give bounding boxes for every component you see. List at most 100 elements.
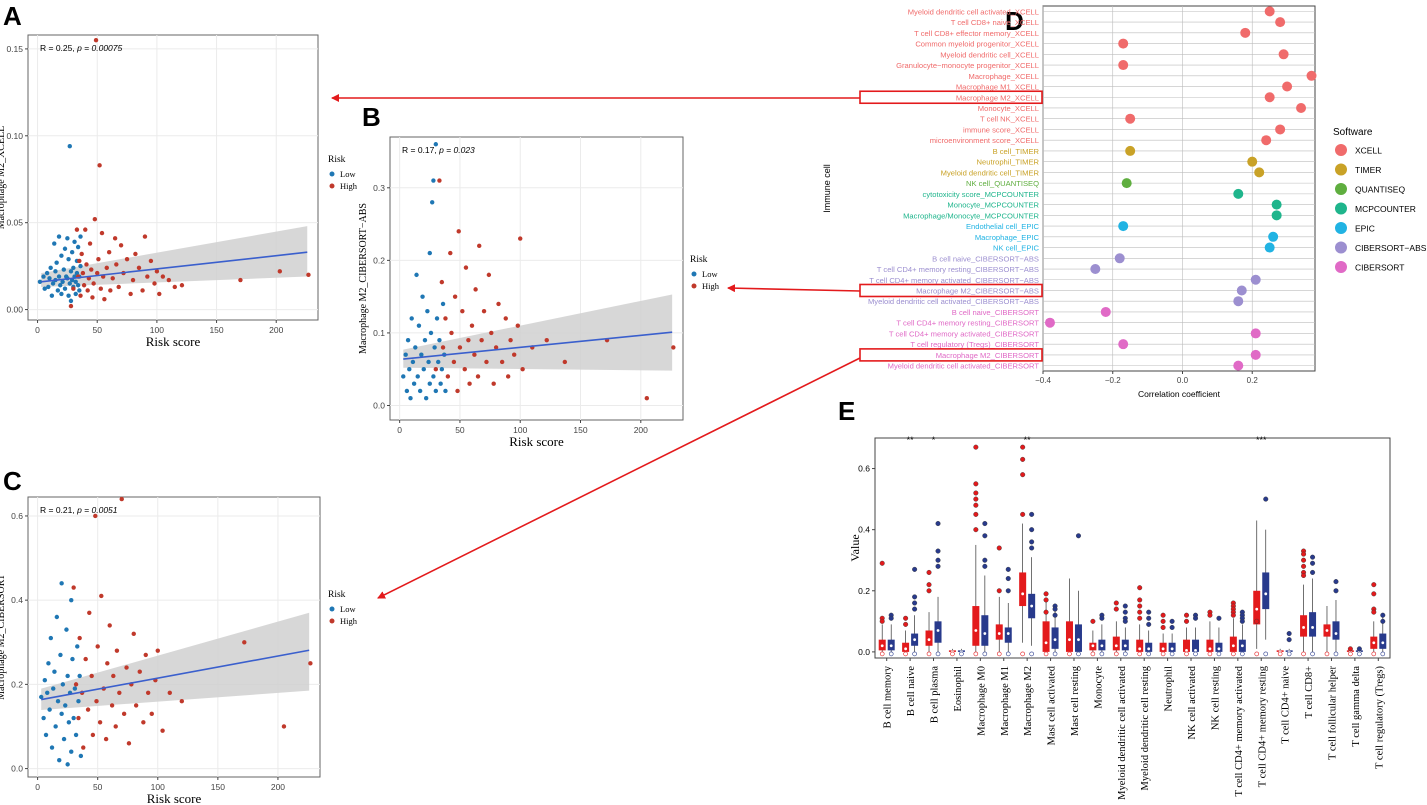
row-label: T cell CD4+ memory activated_CIBERSORT−A… xyxy=(869,276,1039,285)
high-box xyxy=(1019,572,1027,607)
low-outlier xyxy=(1029,511,1035,517)
point-high xyxy=(440,345,446,350)
low-outlier xyxy=(1029,527,1035,533)
point-low xyxy=(425,308,430,314)
low-outlier xyxy=(1169,624,1175,630)
stat-r: R = 0.17, xyxy=(402,145,439,155)
point-low xyxy=(77,288,82,293)
high-box xyxy=(995,624,1003,640)
point-high xyxy=(93,513,98,519)
point-high xyxy=(137,669,142,674)
x-tick-label: 50 xyxy=(93,782,103,792)
stat-annotation: R = 0.17, p = 0.023 xyxy=(402,145,475,155)
row-label: Macrophage/Monocyte_MCPCOUNTER xyxy=(903,211,1039,220)
high-outlier xyxy=(1230,612,1236,618)
panel-letter: B xyxy=(362,102,381,132)
x-tick-label: Myeloid dendritic cell activated xyxy=(1117,665,1128,800)
high-box xyxy=(1300,615,1308,637)
point-low xyxy=(52,241,57,246)
high-median xyxy=(974,629,978,632)
row-label: Common myeloid progenitor_XCELL xyxy=(915,40,1039,49)
point-high xyxy=(113,724,118,729)
high-outlier xyxy=(1301,563,1307,569)
point-low xyxy=(59,711,64,717)
point-low xyxy=(72,686,78,691)
low-box xyxy=(1145,642,1153,652)
point-low xyxy=(419,352,424,357)
point-low xyxy=(65,236,70,241)
high-outlier xyxy=(973,511,979,517)
low-outlier xyxy=(1146,621,1152,627)
point-high xyxy=(107,623,112,628)
low-outlier xyxy=(912,606,918,612)
legend-high-label: High xyxy=(702,281,720,291)
y-tick-label: 0.0 xyxy=(858,647,870,657)
point-high xyxy=(103,736,109,742)
high-median xyxy=(1044,641,1048,645)
point-low xyxy=(49,745,55,750)
point-high xyxy=(462,367,467,372)
point-low xyxy=(78,263,83,269)
high-outlier xyxy=(973,444,979,450)
point-low xyxy=(421,367,426,372)
point-high xyxy=(114,262,119,267)
high-outlier xyxy=(1020,472,1026,478)
point-low xyxy=(64,627,69,632)
point-high xyxy=(90,295,95,300)
corr-point xyxy=(1233,188,1244,199)
low-median xyxy=(1240,644,1244,648)
point-high xyxy=(87,610,92,615)
low-outlier xyxy=(1216,615,1222,621)
point-low xyxy=(405,337,411,343)
low-outlier xyxy=(1029,545,1035,551)
low-median xyxy=(1147,647,1151,651)
point-low xyxy=(414,272,419,278)
point-low xyxy=(434,316,440,321)
point-high xyxy=(467,381,472,386)
zero-marker xyxy=(1301,651,1306,657)
low-outlier xyxy=(1005,566,1011,572)
point-high xyxy=(520,367,525,372)
legend-marker xyxy=(1335,144,1347,156)
point-high xyxy=(108,288,113,293)
legend-label: CIBERSORT xyxy=(1355,263,1404,273)
zero-marker xyxy=(1216,651,1222,657)
point-high xyxy=(78,293,83,298)
corr-point xyxy=(1240,27,1251,38)
low-outlier xyxy=(1146,615,1152,621)
row-label: T cell CD4+ memory activated_CIBERSORT xyxy=(889,329,1040,338)
low-median xyxy=(1217,647,1221,651)
point-low xyxy=(78,753,84,759)
point-high xyxy=(140,288,145,293)
corr-point xyxy=(1271,199,1282,210)
point-high xyxy=(475,374,481,379)
high-outlier xyxy=(1160,612,1166,618)
x-tick-label: 0 xyxy=(35,325,40,335)
high-box xyxy=(1206,639,1214,652)
legend-high-marker xyxy=(329,618,335,624)
point-high xyxy=(491,381,496,386)
corr-point xyxy=(1264,6,1275,17)
y-tick-label: 0.2 xyxy=(11,679,23,689)
low-outlier xyxy=(982,533,988,539)
high-box xyxy=(1253,590,1261,625)
point-low xyxy=(61,736,67,742)
confidence-band xyxy=(41,612,310,711)
x-axis-label: Risk score xyxy=(146,334,201,349)
y-tick-label: 0.10 xyxy=(6,131,23,141)
point-high xyxy=(85,707,91,712)
point-high xyxy=(89,267,94,272)
high-box xyxy=(1136,639,1144,652)
high-outlier xyxy=(1207,612,1213,618)
x-axis-label: Correlation coefficient xyxy=(1138,389,1221,399)
point-low xyxy=(431,178,436,183)
low-outlier xyxy=(935,563,941,569)
point-low xyxy=(75,244,81,250)
high-median xyxy=(1068,638,1071,642)
low-outlier xyxy=(1356,646,1362,652)
point-low xyxy=(56,234,62,239)
y-axis-label: Value xyxy=(848,534,862,561)
y-tick-label: 0.6 xyxy=(858,464,870,474)
high-outlier xyxy=(879,618,885,624)
point-low xyxy=(69,597,74,603)
